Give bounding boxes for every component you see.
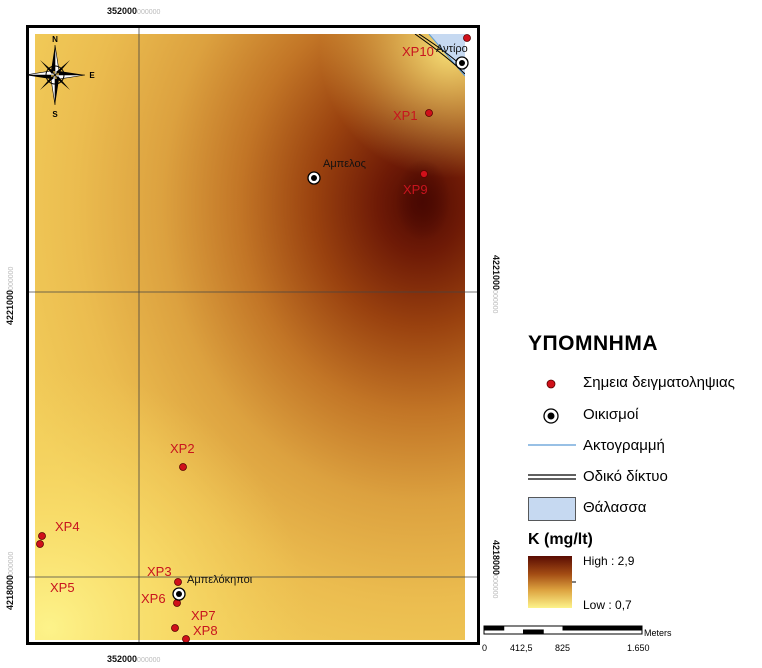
easting-top-label: 352000000000	[107, 6, 161, 16]
south-label: S	[52, 110, 58, 119]
legend-coastline: Ακτογραμμή	[583, 437, 665, 454]
legend-sampling-points: Σημεια δειγματοληψιας	[583, 374, 735, 391]
northing-lower-left-label: 4218000000000	[5, 551, 15, 610]
sample-label-xp7: XP7	[191, 608, 216, 623]
k-legend-title: K (mg/lt)	[528, 531, 593, 548]
sample-label-xp8: XP8	[193, 623, 218, 638]
legend-road-network: Οδικό δίκτυο	[583, 468, 668, 485]
sample-point-xp3[interactable]	[174, 578, 182, 586]
sample-point-xp9[interactable]	[420, 170, 428, 178]
sample-point-xp10[interactable]	[463, 34, 471, 42]
sample-label-xp2: XP2	[170, 441, 195, 456]
settlement-dot-2	[459, 60, 465, 66]
k-surface	[35, 34, 465, 640]
settlements-layer: Αμπελος Αμπελόκηποι Αντίρο	[172, 43, 469, 601]
legend-sea: Θάλασσα	[583, 499, 647, 516]
northing-upper-left-label: 4221000000000	[5, 266, 15, 325]
sample-point-xp8[interactable]	[182, 635, 190, 643]
sample-label-xp5: XP5	[50, 580, 75, 595]
sample-label-xp4: XP4	[55, 519, 80, 534]
settlement-label-0: Αμπελος	[323, 158, 366, 170]
sample-label-xp10: XP10	[402, 44, 434, 59]
settlement-dot-0	[311, 175, 317, 181]
scale-tick-1: 412,5	[510, 643, 533, 653]
scale-bar	[483, 625, 643, 635]
sample-label-xp1: XP1	[393, 108, 418, 123]
sample-point-xp4[interactable]	[38, 532, 46, 540]
easting-bottom-label: 352000000000	[107, 654, 161, 664]
scale-tick-0: 0	[482, 643, 488, 653]
sea-symbol	[528, 497, 576, 521]
north-label: N	[52, 35, 58, 44]
sample-point-xp2[interactable]	[179, 463, 187, 471]
scale-tick-2: 825	[555, 643, 571, 653]
coastline-symbol	[528, 444, 576, 446]
northing-upper-right-label: 4221000000000	[491, 255, 501, 314]
legend-settlements: Οικισμοί	[583, 406, 639, 423]
east-label: E	[89, 71, 95, 80]
scale-unit: Meters	[644, 628, 672, 638]
sampling-point-symbol	[546, 379, 556, 389]
settlement-label-2: Αντίρο	[436, 43, 468, 55]
grid-lines	[29, 28, 477, 642]
sample-point-xp5[interactable]	[36, 540, 44, 548]
sample-label-xp6: XP6	[141, 591, 166, 606]
map-frame: XP10 XP1 XP9 XP2 XP4 XP3 XP5 XP6 XP7 XP8 Αμπελος Α…	[26, 25, 480, 645]
k-high-label: High : 2,9	[583, 554, 635, 568]
northing-lower-right-label: 4218000000000	[491, 540, 501, 599]
sample-label-xp3: XP3	[147, 564, 172, 579]
settlement-dot-1	[176, 591, 182, 597]
sample-point-xp1[interactable]	[425, 109, 433, 117]
settlement-label-1: Αμπελόκηποι	[187, 574, 253, 586]
scale-tick-3: 1.650	[627, 643, 650, 653]
coastline	[428, 34, 465, 77]
settlement-symbol	[543, 408, 559, 424]
k-color-ramp	[528, 556, 576, 608]
north-arrow: N S E W	[29, 35, 95, 119]
sample-point-xp7[interactable]	[171, 624, 179, 632]
k-low-label: Low : 0,7	[583, 598, 632, 612]
legend-title: ΥΠΟΜΝΗΜΑ	[528, 332, 658, 355]
sample-label-xp9: XP9	[403, 182, 428, 197]
road-symbol	[528, 474, 576, 480]
